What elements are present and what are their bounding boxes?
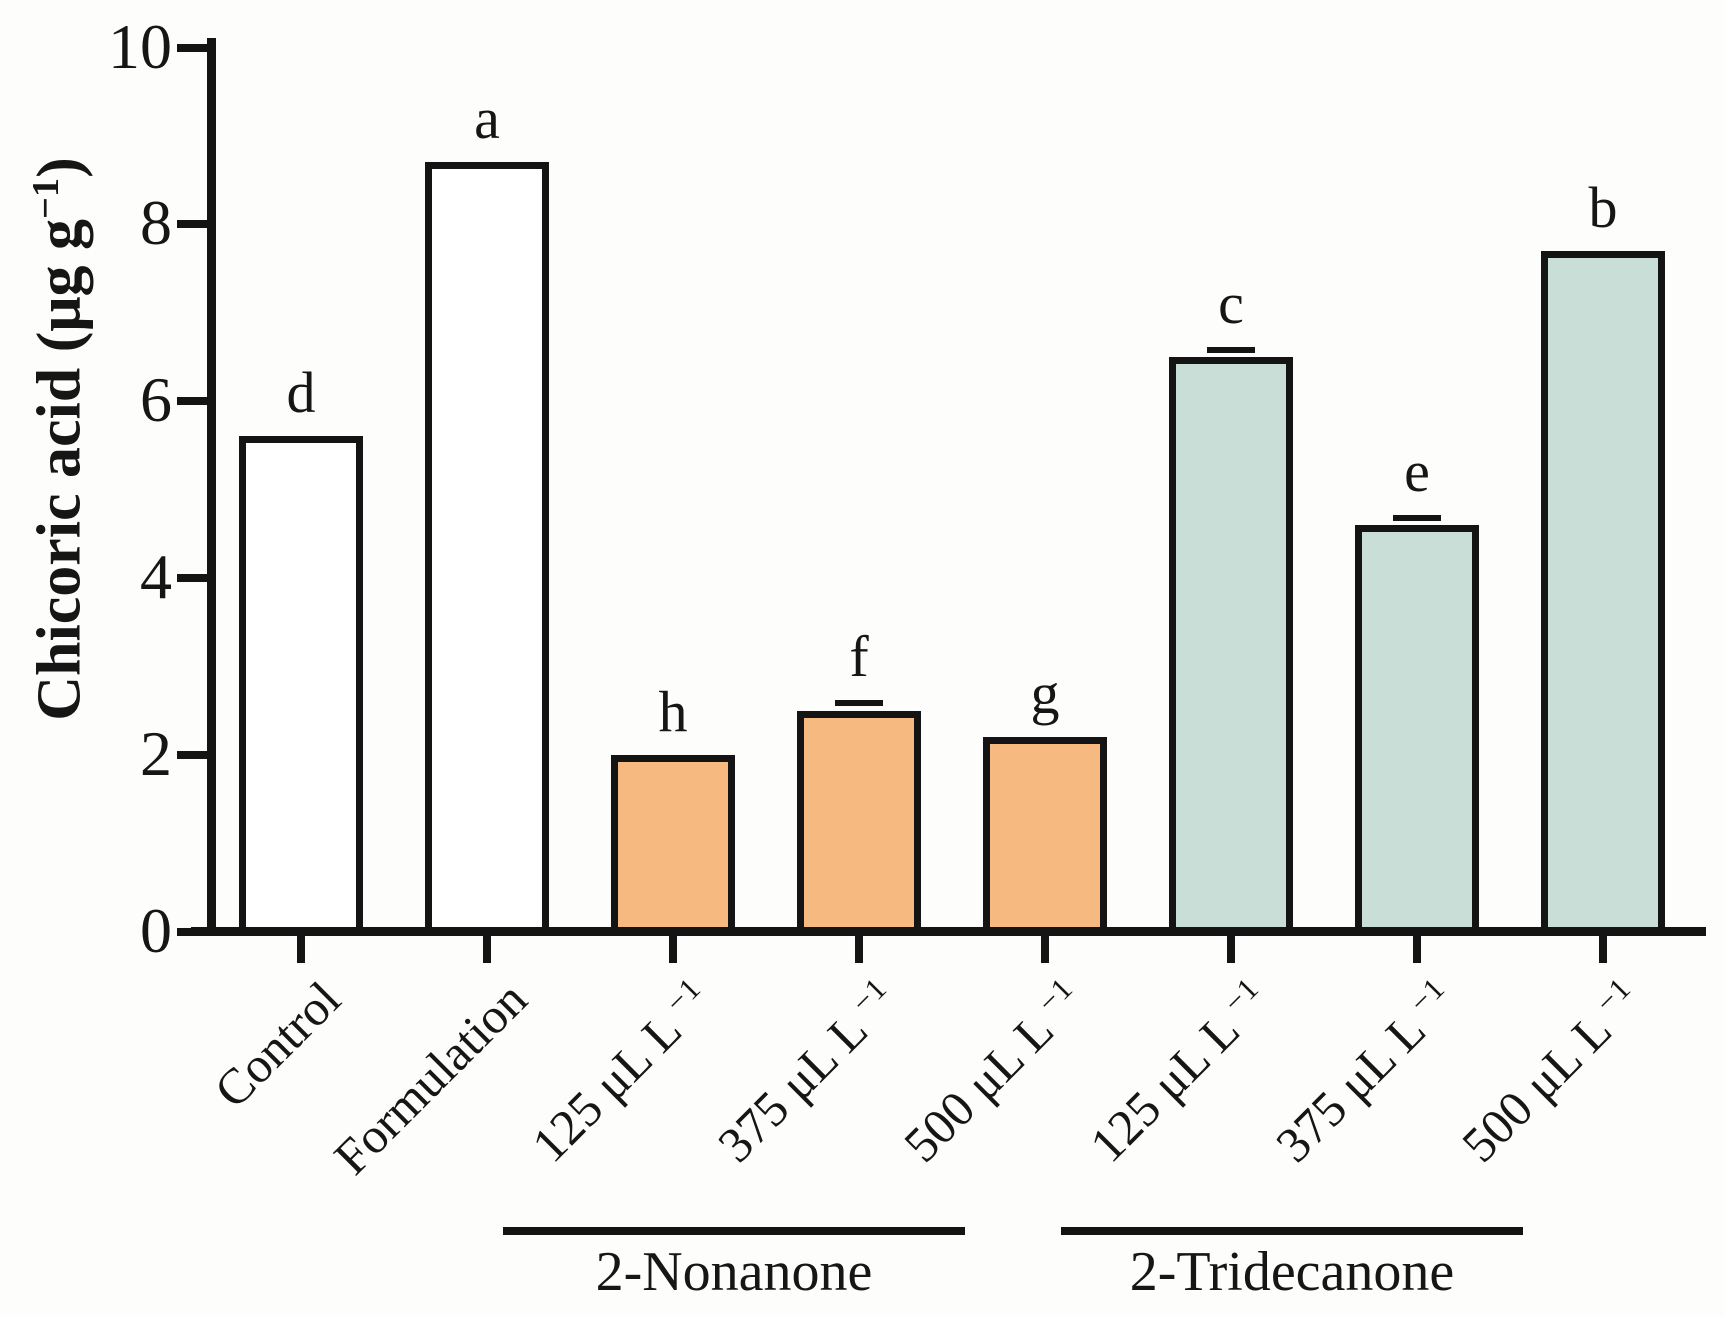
group-label: 2-Tridecanone [1129,1241,1455,1303]
y-tick-label: 8 [140,187,172,259]
x-tick [1413,936,1421,963]
y-axis-line [207,38,216,936]
group-label: 2-Nonanone [595,1241,873,1303]
y-tick-label: 4 [140,540,172,612]
bar [1355,524,1479,936]
x-tick-label-text: Control [203,970,352,1119]
x-tick-label-text: 125 μL L [1079,1001,1251,1173]
bar-letter: h [658,678,688,744]
x-tick [1041,936,1049,963]
x-tick-label: Control [203,970,352,1119]
y-tick-label: 6 [140,364,172,436]
x-tick [483,936,491,963]
x-tick-label-text: 375 μL L [707,1001,879,1173]
x-tick [297,936,305,963]
x-tick-label-text: 500 μL L [893,1001,1065,1173]
bar-letter: g [1030,661,1060,727]
bar [797,710,921,936]
bar-letter: c [1218,270,1244,336]
x-tick-label-text: 375 μL L [1265,1001,1437,1173]
group-underline [503,1227,965,1235]
x-tick-label-text: 500 μL L [1451,1001,1623,1173]
x-tick-label: 500 μL L −1 [1451,970,1652,1173]
y-tick-label: 2 [140,717,172,789]
y-axis-title-close-paren: ) [25,157,94,178]
x-tick [669,936,677,963]
y-axis-title: Chicoric acid (μg g−1) [13,0,94,939]
bar-letter: f [849,624,869,690]
bar-letter: a [474,86,500,152]
y-tick [177,220,207,229]
x-tick [1227,936,1235,963]
error-bar-cap [1393,514,1441,521]
error-bar-cap [835,700,883,707]
x-tick-label: 375 μL L −1 [707,970,908,1173]
bar [1169,356,1293,936]
y-axis-title-text: Chicoric acid (μg g [25,218,94,721]
x-axis-line [191,927,1706,936]
bar-letter: e [1404,438,1430,504]
x-tick-label-text: Formulation [322,970,538,1185]
y-tick-label: 10 [108,10,172,82]
bar [611,754,735,936]
y-tick [177,397,207,406]
bar-letter: d [286,360,316,426]
x-tick-label: 375 μL L −1 [1265,970,1466,1173]
group-underline [1061,1227,1523,1235]
x-tick [855,936,863,963]
bar [983,737,1107,936]
x-tick-label: 500 μL L −1 [893,970,1094,1173]
x-tick-label: Formulation [322,970,538,1185]
x-tick-label-text: 125 μL L [521,1001,693,1173]
bar [425,162,549,936]
y-tick [177,750,207,759]
x-tick-label: 125 μL L −1 [1079,970,1280,1173]
x-tick-label: 125 μL L −1 [521,970,722,1173]
bar [239,436,363,936]
bar-letter: b [1588,174,1618,240]
x-tick [1599,936,1607,963]
y-tick-label: 0 [140,894,172,966]
y-tick [177,43,207,52]
y-tick [177,573,207,582]
error-bar-cap [1207,346,1255,353]
bar [1541,250,1665,936]
